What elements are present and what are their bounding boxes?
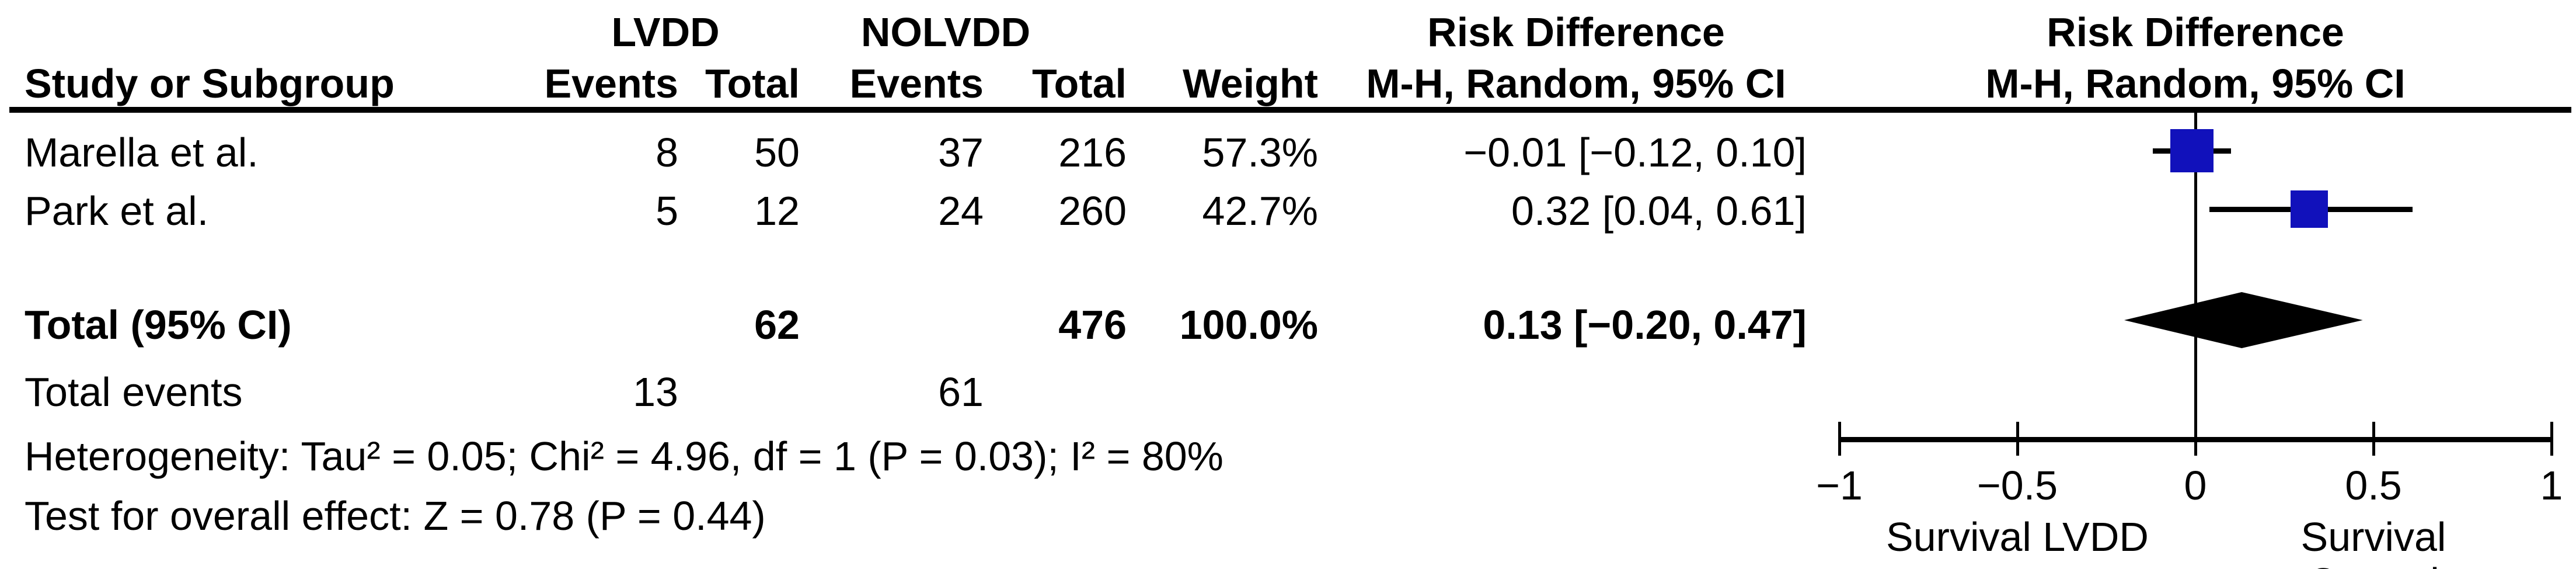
study-name: Park et al. (25, 188, 209, 234)
group-header-nolvdd: NOLVDD (860, 9, 1031, 55)
weight-value: 42.7% (1202, 188, 1318, 234)
nolvdd-events: 24 (938, 188, 984, 234)
zero-effect-line (2194, 112, 2197, 442)
x-axis-label-left: Survival LVDD (1886, 514, 2149, 560)
pooled-effect-diamond (2124, 292, 2363, 348)
group-header-lvdd: LVDD (611, 9, 720, 55)
ci-text: 0.32 [0.04, 0.61] (1511, 188, 1807, 234)
overall-effect-test: Test for overall effect: Z = 0.78 (P = 0… (25, 493, 766, 539)
ci-text: −0.01 [−0.12, 0.10] (1463, 130, 1807, 175)
nolvdd-events: 37 (938, 130, 984, 175)
axis-tick-label: −1 (1816, 463, 1863, 508)
column-header-weight: Weight (1182, 61, 1318, 106)
risk-difference-text-header: Risk Difference (1427, 9, 1725, 55)
lvdd-total: 50 (754, 130, 800, 175)
total-events-label: Total events (25, 369, 243, 415)
column-header-nolvdd-events: Events (849, 61, 984, 106)
total-label: Total (95% CI) (25, 302, 292, 348)
weight-value: 57.3% (1202, 130, 1318, 175)
column-header-nolvdd-total: Total (1031, 61, 1127, 106)
column-header-mh-random-ci-plot: M-H, Random, 95% CI (1985, 61, 2406, 106)
lvdd-events: 5 (656, 188, 678, 234)
column-header-mh-random-ci-text: M-H, Random, 95% CI (1366, 61, 1786, 106)
total-lvdd-n: 62 (754, 302, 800, 348)
axis-tick-label: 0.5 (2345, 463, 2402, 508)
heterogeneity-stats: Heterogeneity: Tau² = 0.05; Chi² = 4.96,… (25, 433, 1223, 479)
x-axis-label-right: Survival Control (2300, 514, 2446, 569)
axis-tick (2194, 422, 2197, 456)
axis-tick (1838, 422, 1841, 456)
lvdd-total: 12 (754, 188, 800, 234)
risk-difference-plot-header: Risk Difference (2047, 9, 2344, 55)
study-name: Marella et al. (25, 130, 259, 175)
study-marker (2170, 129, 2214, 172)
column-header-lvdd-events: Events (544, 61, 678, 106)
lvdd-events: 8 (656, 130, 678, 175)
total-weight: 100.0% (1179, 302, 1318, 348)
axis-tick (2372, 422, 2375, 456)
total-ci-text: 0.13 [−0.20, 0.47] (1483, 302, 1807, 348)
column-header-lvdd-total: Total (705, 61, 800, 106)
nolvdd-total: 216 (1058, 130, 1127, 175)
axis-tick-label: 1 (2540, 463, 2563, 508)
study-marker (2291, 190, 2328, 228)
axis-tick (2016, 422, 2019, 456)
total-events-nolvdd: 61 (938, 369, 984, 415)
axis-tick (2550, 422, 2553, 456)
nolvdd-total: 260 (1058, 188, 1127, 234)
header-rule (9, 107, 2571, 113)
total-nolvdd-n: 476 (1058, 302, 1127, 348)
column-header-study: Study or Subgroup (25, 61, 395, 106)
axis-tick-label: 0 (2184, 463, 2207, 508)
axis-tick-label: −0.5 (1977, 463, 2058, 508)
total-events-lvdd: 13 (633, 369, 678, 415)
